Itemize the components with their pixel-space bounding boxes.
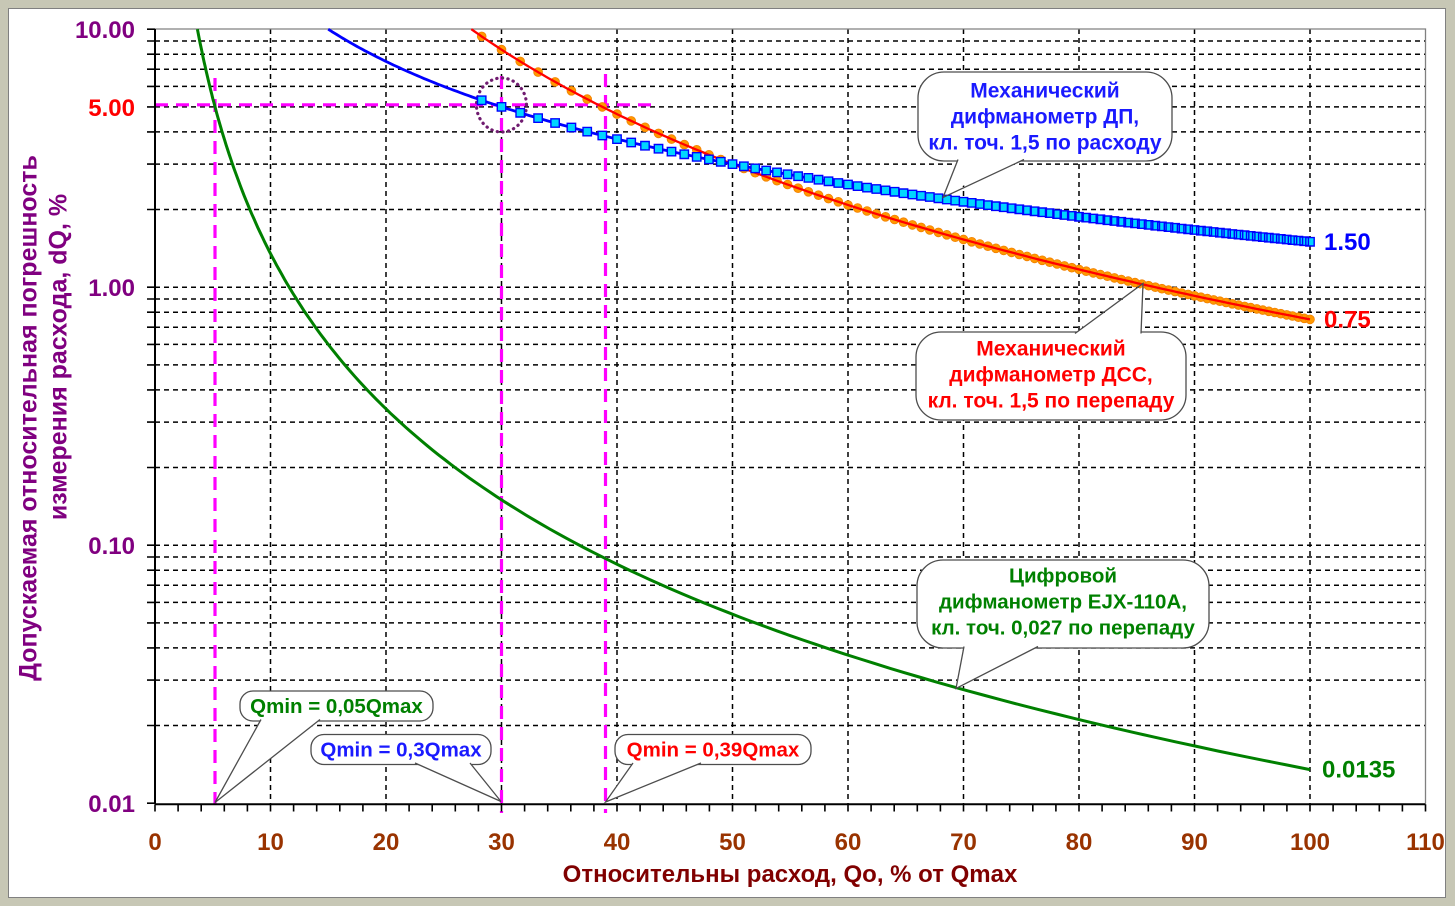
svg-text:0.10: 0.10	[88, 533, 135, 560]
svg-text:1.50: 1.50	[1324, 229, 1371, 256]
svg-text:0.0135: 0.0135	[1322, 757, 1395, 784]
svg-text:Qmin = 0,39Qmax: Qmin = 0,39Qmax	[627, 739, 800, 762]
svg-text:0: 0	[148, 829, 161, 856]
svg-text:1.00: 1.00	[88, 275, 135, 302]
svg-text:Механический: Механический	[976, 338, 1125, 361]
svg-text:5.00: 5.00	[88, 95, 135, 122]
svg-text:110: 110	[1406, 829, 1445, 856]
svg-text:30: 30	[488, 829, 515, 856]
svg-text:Цифровой: Цифровой	[1009, 565, 1117, 588]
svg-text:Механический: Механический	[970, 80, 1119, 103]
svg-text:кл. точ. 0,027 по перепаду: кл. точ. 0,027 по перепаду	[931, 617, 1195, 640]
svg-text:0.01: 0.01	[88, 791, 135, 818]
svg-text:60: 60	[835, 829, 862, 856]
svg-text:измерения расхода, dQ, %: измерения расхода, dQ, %	[45, 194, 73, 520]
svg-text:Относительны расход, Qo, % от: Относительны расход, Qo, % от Qmax	[563, 861, 1018, 888]
svg-text:Допускаемая относительная погр: Допускаемая относительная погрешность	[15, 155, 43, 681]
svg-text:100: 100	[1290, 829, 1330, 856]
svg-text:0.75: 0.75	[1324, 306, 1371, 333]
svg-text:кл. точ. 1,5 по расходу: кл. точ. 1,5 по расходу	[928, 132, 1162, 155]
svg-text:80: 80	[1066, 829, 1093, 856]
svg-text:70: 70	[950, 829, 977, 856]
svg-text:дифманометр EJX-110A,: дифманометр EJX-110A,	[939, 591, 1187, 614]
svg-text:кл. точ. 1,5 по перепаду: кл. точ. 1,5 по перепаду	[928, 390, 1175, 413]
svg-text:10.00: 10.00	[75, 17, 135, 44]
svg-text:Qmin = 0,3Qmax: Qmin = 0,3Qmax	[320, 739, 482, 762]
svg-text:дифманометр ДП,: дифманометр ДП,	[951, 106, 1139, 129]
svg-text:Qmin = 0,05Qmax: Qmin = 0,05Qmax	[250, 695, 423, 718]
svg-text:40: 40	[604, 829, 631, 856]
svg-text:10: 10	[257, 829, 284, 856]
svg-text:дифманометр ДСС,: дифманометр ДСС,	[949, 364, 1153, 387]
svg-text:20: 20	[373, 829, 400, 856]
svg-text:50: 50	[719, 829, 746, 856]
svg-text:90: 90	[1181, 829, 1208, 856]
